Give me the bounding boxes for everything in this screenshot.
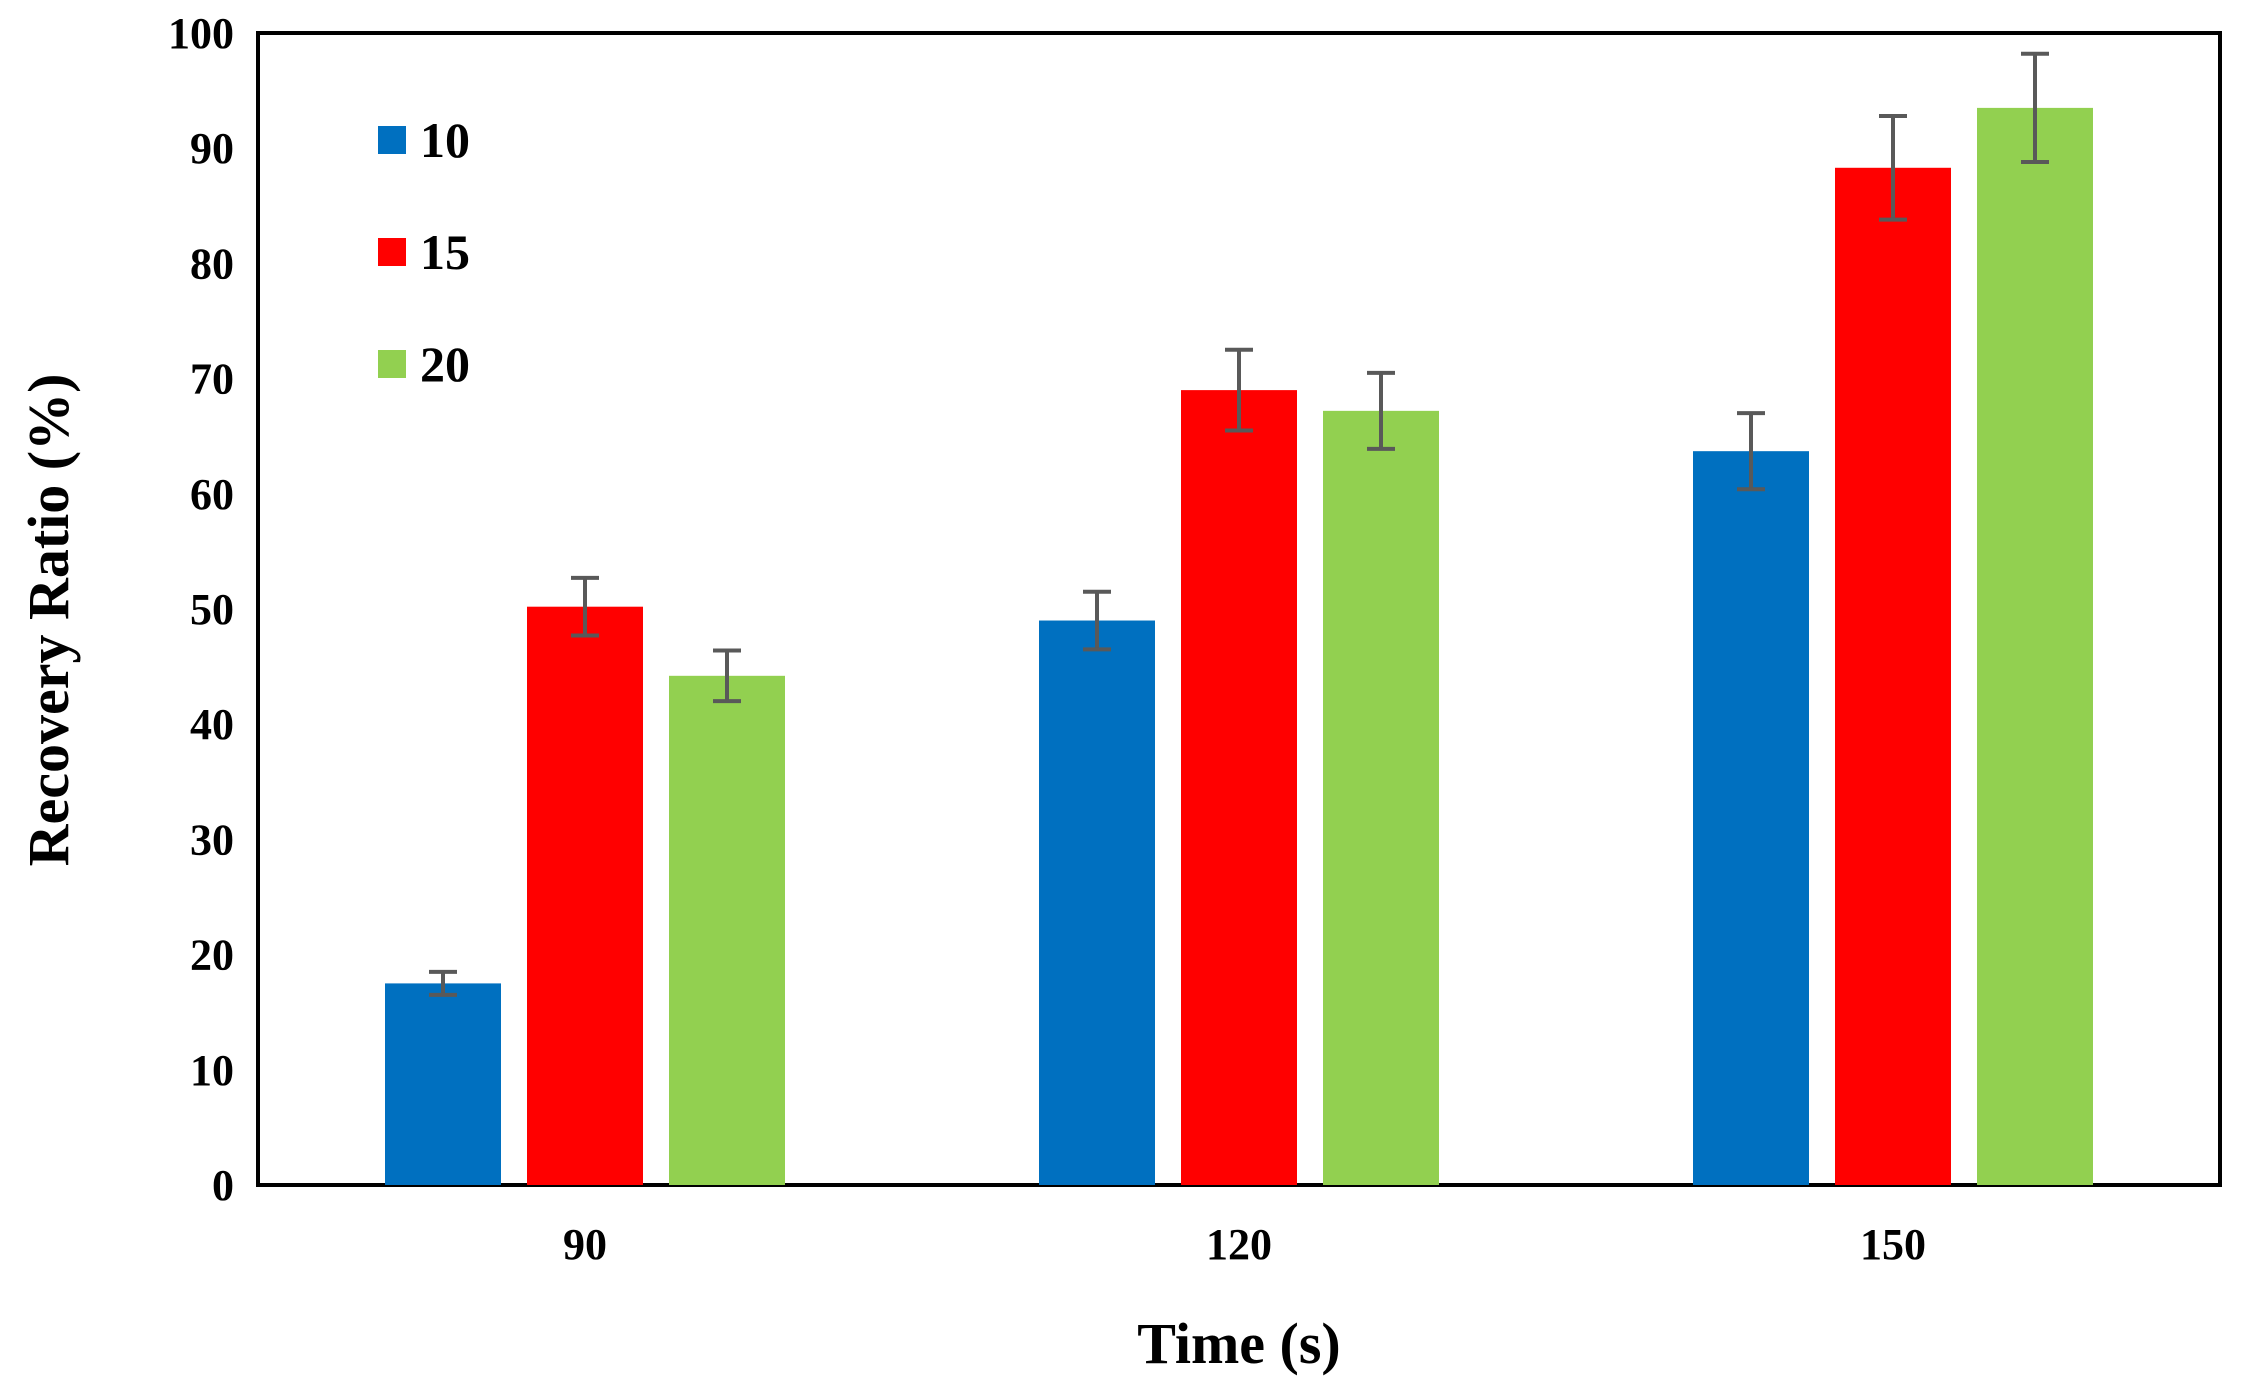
legend-label-20: 20 — [420, 336, 470, 392]
y-tick-label: 0 — [212, 1161, 234, 1210]
y-tick-label: 80 — [190, 239, 234, 288]
y-tick-label: 100 — [168, 9, 234, 58]
error-bar-15-90 — [571, 575, 599, 638]
error-bar-15-150 — [1879, 113, 1907, 222]
x-tick-labels: 90 120 150 — [563, 1220, 1926, 1269]
error-bar-10-90 — [429, 969, 457, 997]
error-bar-20-90 — [713, 648, 741, 704]
bar-10-120 — [1039, 620, 1155, 1185]
error-bar-20-150 — [2021, 51, 2049, 165]
legend-label-10: 10 — [420, 112, 470, 168]
bars-group — [385, 107, 2093, 1186]
y-tick-label: 60 — [190, 470, 234, 519]
x-tick-label: 120 — [1206, 1220, 1272, 1269]
error-bar-15-120 — [1225, 347, 1253, 433]
legend-swatch-15 — [378, 238, 406, 266]
x-tick-label: 90 — [563, 1220, 607, 1269]
y-tick-label: 90 — [190, 124, 234, 173]
error-bar-10-150 — [1737, 411, 1765, 492]
y-tick-label: 70 — [190, 355, 234, 404]
bar-15-90 — [527, 606, 643, 1185]
bar-15-150 — [1835, 167, 1951, 1185]
bar-10-90 — [385, 983, 501, 1185]
y-tick-label: 30 — [190, 815, 234, 864]
y-tick-label: 10 — [190, 1046, 234, 1095]
y-tick-label: 50 — [190, 585, 234, 634]
y-tick-labels: 0 10 20 30 40 50 60 70 80 90 100 — [168, 9, 234, 1210]
bar-15-120 — [1181, 390, 1297, 1185]
legend-swatch-20 — [378, 350, 406, 378]
legend: 10 15 20 — [378, 112, 470, 392]
y-axis-title: Recovery Ratio (%) — [16, 374, 81, 867]
x-tick-label: 150 — [1860, 1220, 1926, 1269]
bar-10-150 — [1693, 451, 1809, 1185]
legend-swatch-10 — [378, 126, 406, 154]
y-tick-label: 40 — [190, 700, 234, 749]
bar-20-150 — [1977, 107, 2093, 1185]
bar-20-90 — [669, 675, 785, 1185]
error-bars-group — [429, 51, 2049, 997]
bar-20-120 — [1323, 410, 1439, 1186]
legend-label-15: 15 — [420, 224, 470, 280]
y-tick-label: 20 — [190, 931, 234, 980]
error-bar-20-120 — [1367, 370, 1395, 451]
x-axis-title: Time (s) — [1137, 1311, 1341, 1376]
error-bar-10-120 — [1083, 589, 1111, 652]
